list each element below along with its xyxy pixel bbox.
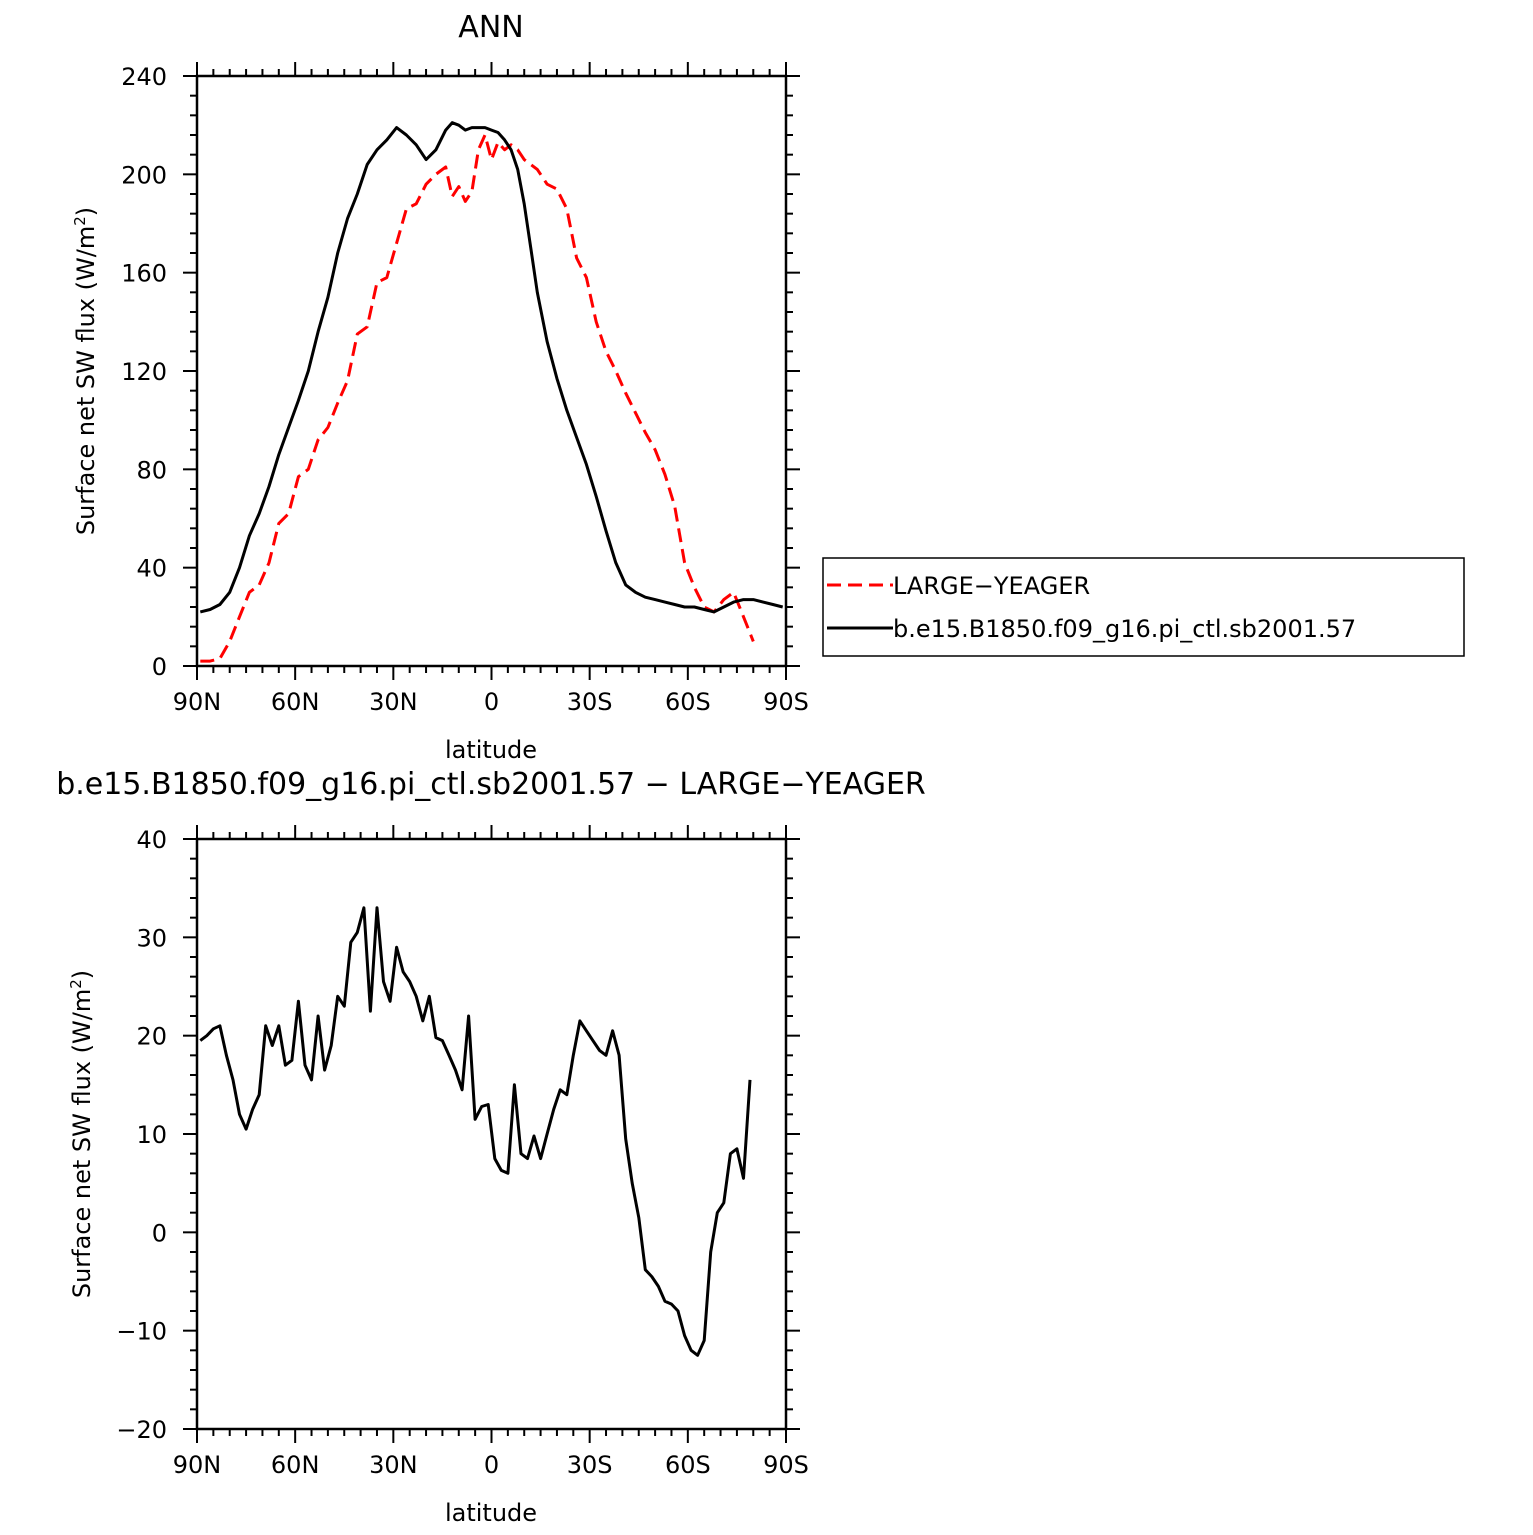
bottom-panel: b.e15.B1850.f09_g16.pi_ctl.sb2001.57 − L… xyxy=(56,767,926,1527)
y-tick-label: 160 xyxy=(121,260,167,288)
y-tick-label: 30 xyxy=(136,924,167,952)
top-tick-labels: 90N 60N 30N 0 30S 60S 90S 0 40 80 120 160 200 240 xyxy=(121,63,809,716)
y-tick-label: 40 xyxy=(136,555,167,583)
series-line-0-1 xyxy=(199,121,784,614)
x-tick-label: 60S xyxy=(665,1451,711,1479)
top-plot-frame xyxy=(195,74,788,668)
bottom-series-lines xyxy=(199,906,752,1357)
x-tick-label: 60S xyxy=(665,688,711,716)
y-tick-label: −10 xyxy=(116,1318,167,1346)
x-tick-label: 30N xyxy=(369,1451,418,1479)
x-tick-label: 0 xyxy=(484,688,499,716)
legend: LARGE−YEAGER b.e15.B1850.f09_g16.pi_ctl.… xyxy=(822,557,1465,657)
x-tick-label: 30S xyxy=(567,688,613,716)
bottom-x-axis-label: latitude xyxy=(445,1499,537,1527)
top-panel: ANN 90N 60N 30N 0 30S 60S 90S 0 40 80 120 160 200 240… xyxy=(71,10,809,764)
x-tick-label: 60N xyxy=(271,1451,320,1479)
bottom-tick-labels: 90N 60N 30N 0 30S 60S 90S −20 −10 0 10 20 30 40 xyxy=(116,826,809,1479)
y-tick-label: 0 xyxy=(152,1219,167,1247)
legend-label-model: b.e15.B1850.f09_g16.pi_ctl.sb2001.57 xyxy=(893,615,1356,643)
top-chart-title: ANN xyxy=(458,10,523,45)
bottom-chart-title: b.e15.B1850.f09_g16.pi_ctl.sb2001.57 − L… xyxy=(56,767,926,802)
x-tick-label: 90N xyxy=(173,1451,222,1479)
top-series-lines xyxy=(199,121,784,663)
x-tick-label: 30S xyxy=(567,1451,613,1479)
x-tick-label: 90N xyxy=(173,688,222,716)
y-tick-label: 200 xyxy=(121,161,167,189)
series-line-1-0 xyxy=(199,906,752,1357)
x-tick-label: 30N xyxy=(369,688,418,716)
top-x-axis-label: latitude xyxy=(445,736,537,764)
bottom-plot-frame xyxy=(195,837,788,1431)
x-tick-label: 90S xyxy=(763,688,809,716)
y-tick-label: 40 xyxy=(136,826,167,854)
y-tick-label: 10 xyxy=(136,1121,167,1149)
legend-box xyxy=(822,557,1465,657)
y-tick-label: 80 xyxy=(136,456,167,484)
y-tick-label: 0 xyxy=(152,653,167,681)
bottom-y-axis-label: Surface net SW flux (W/m2) xyxy=(67,970,96,1298)
series-line-0-0 xyxy=(200,133,755,663)
x-tick-label: 60N xyxy=(271,688,320,716)
y-tick-label: −20 xyxy=(116,1416,167,1444)
legend-label-large-yeager: LARGE−YEAGER xyxy=(893,572,1090,600)
top-y-axis-label: Surface net SW flux (W/m2) xyxy=(71,207,100,535)
y-tick-label: 120 xyxy=(121,358,167,386)
y-tick-label: 20 xyxy=(136,1023,167,1051)
x-tick-label: 0 xyxy=(484,1451,499,1479)
y-tick-label: 240 xyxy=(121,63,167,91)
x-tick-label: 90S xyxy=(763,1451,809,1479)
